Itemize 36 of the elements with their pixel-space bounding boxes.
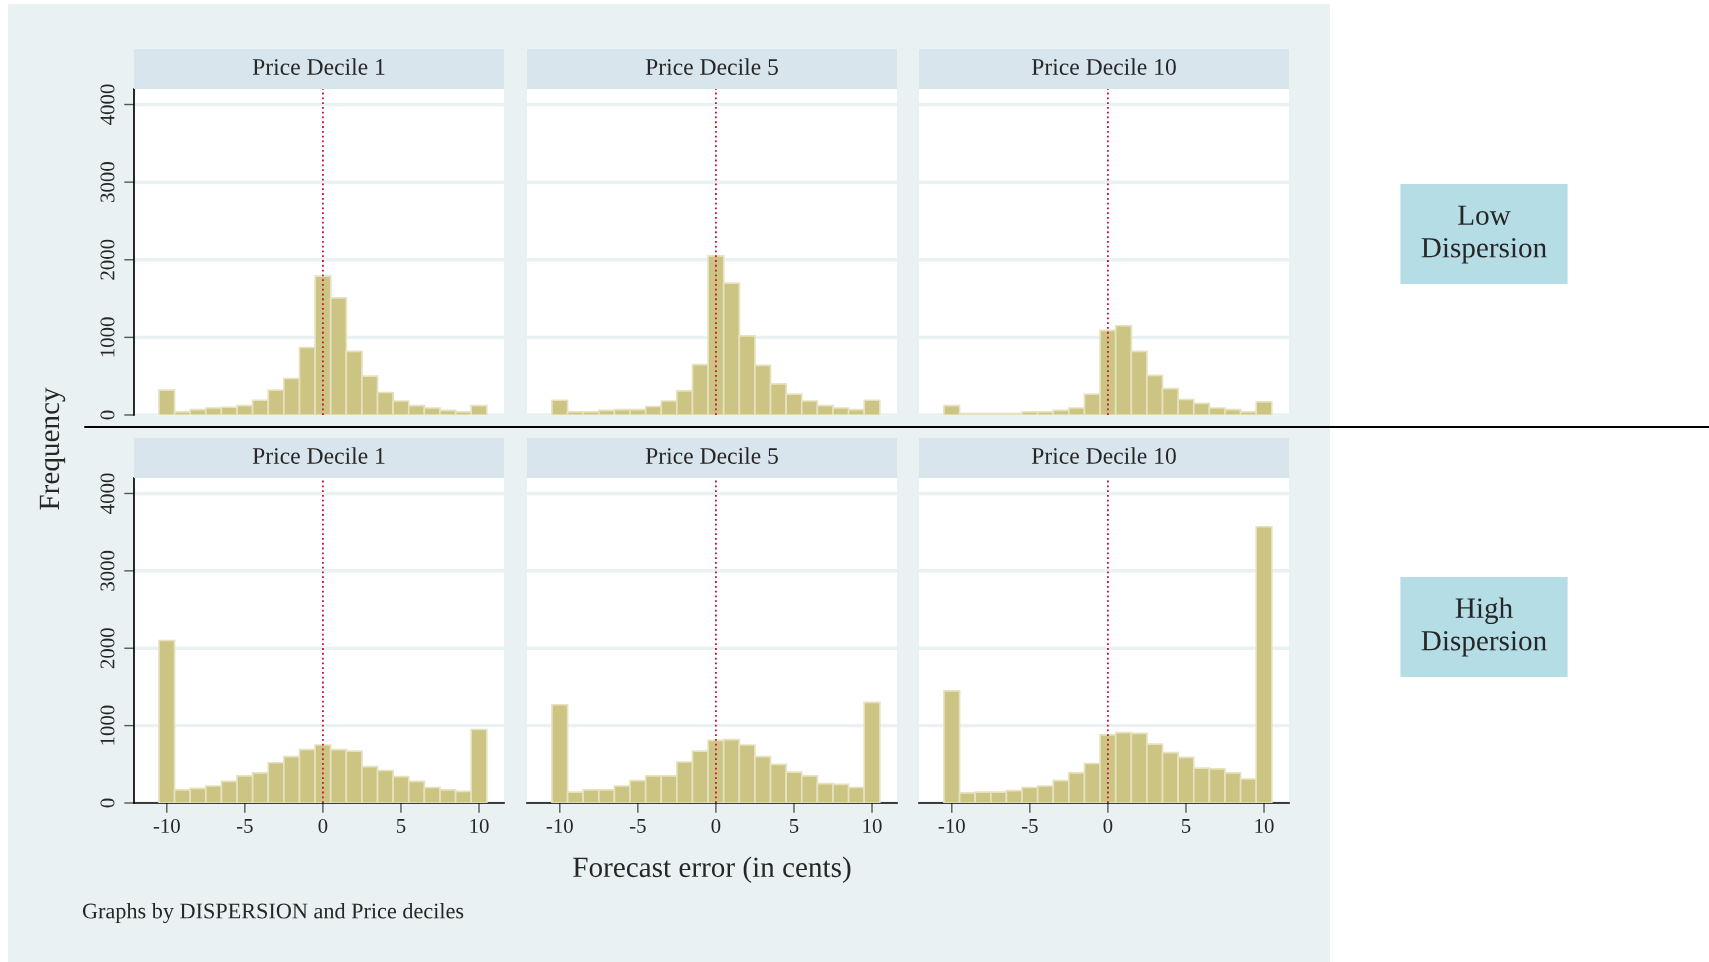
x-tick-label: -5	[1021, 819, 1038, 833]
chart-title: Price Decile 1	[252, 447, 385, 464]
x-tick-label: 0	[711, 818, 721, 833]
x-tick-label: -10	[938, 818, 965, 833]
y-tick-label: 4000	[100, 473, 115, 514]
chart-title: Price Decile 1	[252, 58, 385, 75]
x-tick-label: 5	[789, 819, 799, 833]
x-tick-label: 0	[318, 818, 328, 833]
x-tick-label: 10	[1255, 818, 1274, 833]
x-tick-label: 5	[396, 819, 406, 833]
y-tick-label: 1000	[100, 317, 115, 357]
chart-title: Price Decile 10	[1031, 58, 1176, 75]
y-tick-label: 2000	[100, 628, 115, 669]
text: Graphs by DISPERSION and Price deciles	[82, 902, 464, 924]
y-axis-title: Frequency	[39, 387, 66, 510]
y-tick-label: 0	[100, 798, 115, 808]
x-tick-label: -5	[629, 819, 646, 833]
y-tick-label: 3000	[100, 162, 115, 202]
y-tick-label: 0	[100, 410, 115, 420]
text: High Dispersion	[1421, 597, 1547, 657]
chart-title: Price Decile 10	[1031, 447, 1176, 464]
x-tick-label: -5	[236, 819, 253, 833]
x-tick-label: 5	[1181, 819, 1191, 833]
x-tick-label: 0	[1103, 818, 1113, 833]
y-tick-label: 2000	[100, 239, 115, 280]
x-tick-label: -10	[546, 818, 573, 833]
chart-title: Price Decile 5	[645, 58, 778, 75]
x-tick-label: 10	[470, 818, 489, 833]
y-tick-label: 4000	[100, 84, 115, 125]
x-axis-title: Forecast error (in cents)	[573, 856, 851, 884]
chart-title: Price Decile 5	[645, 447, 778, 464]
y-tick-label: 1000	[100, 705, 115, 745]
x-tick-label: -10	[153, 818, 180, 833]
text: Low Dispersion	[1421, 205, 1547, 264]
x-tick-label: 10	[863, 818, 882, 833]
y-tick-label: 3000	[100, 550, 115, 591]
